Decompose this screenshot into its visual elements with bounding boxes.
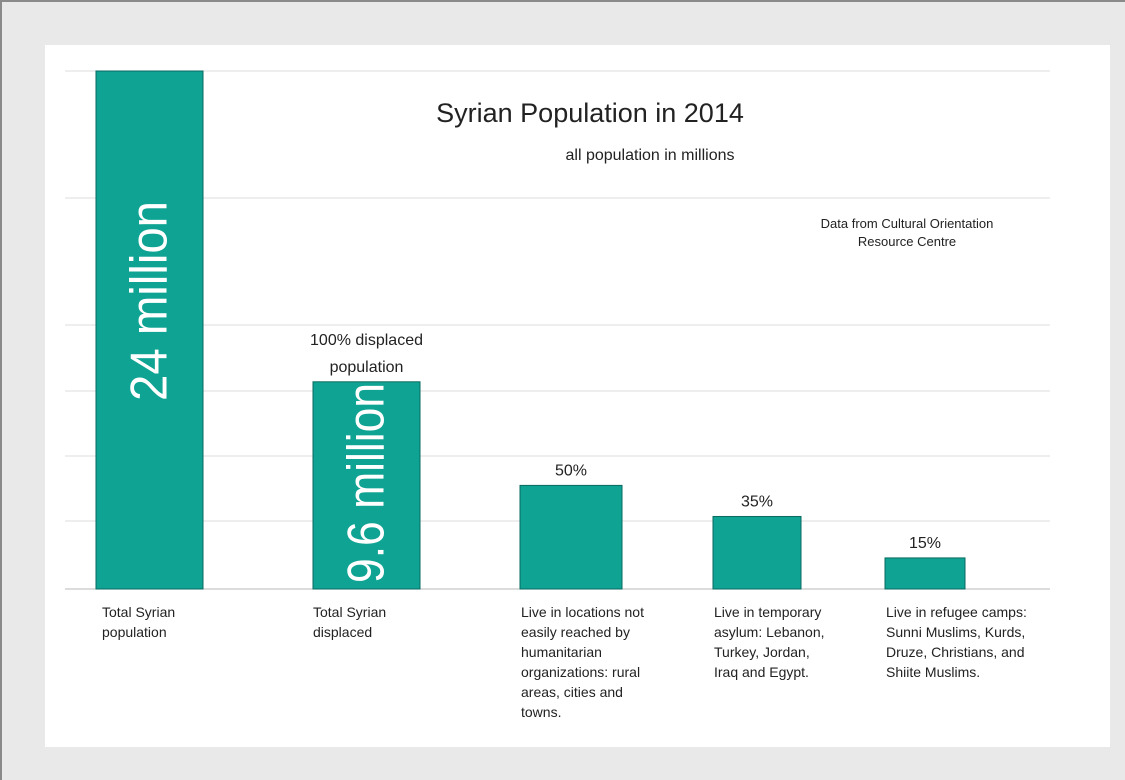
- category-label: Total Syrian population: [102, 604, 175, 640]
- category-label: Live in locations not easily reached by hu…: [521, 604, 644, 720]
- bar: [884, 557, 966, 590]
- bar: [95, 70, 204, 590]
- frame-left-border: [0, 0, 2, 780]
- category-label: Total Syrian displaced: [313, 604, 386, 640]
- chart-svg: 24 million 9.6 million 100% displaced popul…: [65, 70, 1050, 720]
- chart-subtitle: all population in millions: [566, 147, 735, 164]
- bar-annotation: 100% displaced: [310, 332, 423, 349]
- bar-value-label: 9.6 million: [338, 383, 396, 583]
- bar: [312, 381, 421, 590]
- chart-source-note: Data from Cultural Orientation Resource C…: [821, 216, 994, 249]
- chart-panel: 24 million 9.6 million 100% displaced popul…: [45, 45, 1110, 747]
- chart-title: Syrian Population in 2014: [436, 98, 744, 128]
- bar-value-label: 24 million: [121, 201, 179, 401]
- bar-annotation: 15%: [909, 535, 941, 552]
- bar-annotation: 35%: [741, 493, 773, 510]
- category-label: Live in temporary asylum: Lebanon, Turkey,…: [714, 604, 825, 680]
- bars: 24 million 9.6 million 100% displaced popul…: [95, 70, 966, 590]
- bar-annotation: 50%: [555, 462, 587, 479]
- bar-annotation: population: [330, 359, 404, 376]
- frame-top-border: [0, 0, 1125, 2]
- bar: [712, 515, 802, 590]
- category-label: Live in refugee camps: Sunni Muslims, Kur…: [886, 604, 1027, 680]
- bar: [519, 484, 623, 590]
- category-labels: Total Syrian population Total Syrian displa…: [102, 604, 1027, 720]
